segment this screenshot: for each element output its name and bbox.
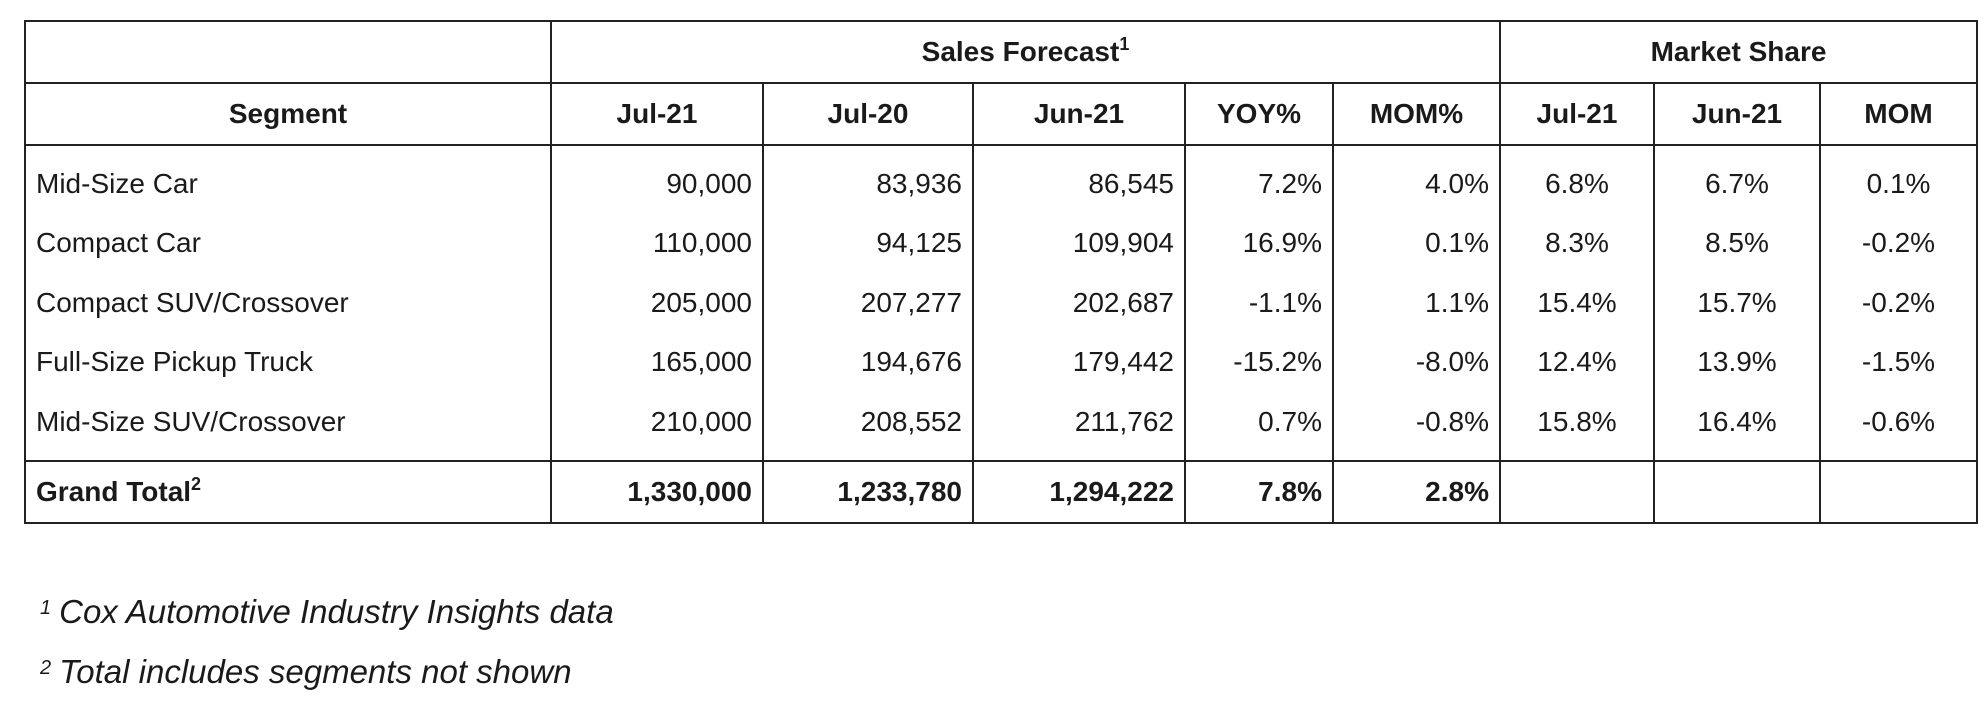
ms-jul21-cell: 8.3% bbox=[1499, 213, 1655, 273]
jun21-cell: 211,762 bbox=[972, 392, 1186, 461]
total-ms-jun21-cell bbox=[1653, 459, 1821, 524]
jul20-cell: 207,277 bbox=[762, 273, 974, 333]
ms-mom-cell: 0.1% bbox=[1818, 145, 1979, 214]
total-jul21-cell: 1,330,000 bbox=[550, 459, 764, 524]
jul20-cell: 83,936 bbox=[762, 145, 974, 214]
table-row: Full-Size Pickup Truck 165,000 194,676 1… bbox=[24, 332, 1979, 392]
total-ms-mom-cell bbox=[1818, 459, 1979, 524]
ms-jul21-cell: 15.8% bbox=[1499, 392, 1655, 461]
sales-forecast-table: Sales Forecast1 Market Share Segment Jul… bbox=[24, 20, 1979, 524]
segment-cell: Mid-Size Car bbox=[24, 145, 552, 214]
table-row: Compact Car 110,000 94,125 109,904 16.9%… bbox=[24, 213, 1979, 273]
table-row: Compact SUV/Crossover 205,000 207,277 20… bbox=[24, 273, 1979, 333]
jul20-cell: 94,125 bbox=[762, 213, 974, 273]
ms-mom-cell: -0.2% bbox=[1818, 273, 1979, 333]
col-header-ms-mom: MOM bbox=[1818, 82, 1979, 146]
sales-forecast-header: Sales Forecast1 bbox=[550, 20, 1501, 84]
column-header-row: Segment Jul-21 Jul-20 Jun-21 YOY% MOM% J… bbox=[24, 82, 1979, 146]
jul20-cell: 208,552 bbox=[762, 392, 974, 461]
ms-jul21-cell: 15.4% bbox=[1499, 273, 1655, 333]
footnote-marker: 1 bbox=[1119, 34, 1130, 54]
jun21-cell: 179,442 bbox=[972, 332, 1186, 392]
yoy-cell: 16.9% bbox=[1184, 213, 1334, 273]
grand-total-label: Grand Total bbox=[36, 475, 192, 507]
ms-jul21-cell: 6.8% bbox=[1499, 145, 1655, 214]
yoy-cell: -15.2% bbox=[1184, 332, 1334, 392]
total-jun21-cell: 1,294,222 bbox=[972, 459, 1186, 524]
footnote-1-text: Cox Automotive Industry Insights data bbox=[59, 593, 614, 630]
mom-cell: 4.0% bbox=[1332, 145, 1501, 214]
ms-mom-cell: -0.2% bbox=[1818, 213, 1979, 273]
ms-jun21-cell: 13.9% bbox=[1653, 332, 1821, 392]
segment-cell: Full-Size Pickup Truck bbox=[24, 332, 552, 392]
total-yoy-cell: 7.8% bbox=[1184, 459, 1334, 524]
jun21-cell: 202,687 bbox=[972, 273, 1186, 333]
col-header-jul20: Jul-20 bbox=[762, 82, 974, 146]
footnote-1-mark: 1 bbox=[40, 597, 52, 619]
empty-header-cell bbox=[24, 20, 552, 84]
total-ms-jul21-cell bbox=[1499, 459, 1655, 524]
footnote-2-mark: 2 bbox=[40, 657, 52, 679]
footnote-1: 1 Cox Automotive Industry Insights data bbox=[40, 582, 614, 642]
col-header-mom: MOM% bbox=[1332, 82, 1501, 146]
jul21-cell: 210,000 bbox=[550, 392, 764, 461]
ms-jun21-cell: 6.7% bbox=[1653, 145, 1821, 214]
col-header-ms-jul21: Jul-21 bbox=[1499, 82, 1655, 146]
segment-cell: Compact SUV/Crossover bbox=[24, 273, 552, 333]
ms-mom-cell: -1.5% bbox=[1818, 332, 1979, 392]
col-header-jul21: Jul-21 bbox=[550, 82, 764, 146]
mom-cell: -8.0% bbox=[1332, 332, 1501, 392]
ms-mom-cell: -0.6% bbox=[1818, 392, 1979, 461]
footnote-2-text: Total includes segments not shown bbox=[59, 653, 572, 690]
yoy-cell: 0.7% bbox=[1184, 392, 1334, 461]
mom-cell: -0.8% bbox=[1332, 392, 1501, 461]
col-header-segment: Segment bbox=[24, 82, 552, 146]
ms-jun21-cell: 8.5% bbox=[1653, 213, 1821, 273]
grand-total-row: Grand Total2 1,330,000 1,233,780 1,294,2… bbox=[24, 459, 1979, 524]
col-header-yoy: YOY% bbox=[1184, 82, 1334, 146]
jul21-cell: 110,000 bbox=[550, 213, 764, 273]
total-jul20-cell: 1,233,780 bbox=[762, 459, 974, 524]
ms-jun21-cell: 15.7% bbox=[1653, 273, 1821, 333]
footnote-marker: 2 bbox=[191, 473, 202, 494]
yoy-cell: 7.2% bbox=[1184, 145, 1334, 214]
market-share-header: Market Share bbox=[1498, 20, 1979, 84]
segment-cell: Compact Car bbox=[24, 213, 552, 273]
group-header-row: Sales Forecast1 Market Share bbox=[24, 20, 1979, 84]
ms-jul21-cell: 12.4% bbox=[1499, 332, 1655, 392]
table-row: Mid-Size Car 90,000 83,936 86,545 7.2% 4… bbox=[24, 145, 1979, 214]
col-header-ms-jun21: Jun-21 bbox=[1653, 82, 1821, 146]
jul20-cell: 194,676 bbox=[762, 332, 974, 392]
footnotes: 1 Cox Automotive Industry Insights data 2… bbox=[40, 582, 614, 702]
sales-forecast-label: Sales Forecast bbox=[921, 36, 1120, 67]
yoy-cell: -1.1% bbox=[1184, 273, 1334, 333]
jun21-cell: 109,904 bbox=[972, 213, 1186, 273]
col-header-jun21: Jun-21 bbox=[972, 82, 1186, 146]
jun21-cell: 86,545 bbox=[972, 145, 1186, 214]
jul21-cell: 205,000 bbox=[550, 273, 764, 333]
segment-cell: Mid-Size SUV/Crossover bbox=[24, 392, 552, 461]
ms-jun21-cell: 16.4% bbox=[1653, 392, 1821, 461]
mom-cell: 0.1% bbox=[1332, 213, 1501, 273]
jul21-cell: 165,000 bbox=[550, 332, 764, 392]
table-row: Mid-Size SUV/Crossover 210,000 208,552 2… bbox=[24, 392, 1979, 461]
grand-total-label-cell: Grand Total2 bbox=[24, 459, 552, 524]
jul21-cell: 90,000 bbox=[550, 145, 764, 214]
footnote-2: 2 Total includes segments not shown bbox=[40, 642, 614, 702]
mom-cell: 1.1% bbox=[1332, 273, 1501, 333]
total-mom-cell: 2.8% bbox=[1332, 459, 1501, 524]
